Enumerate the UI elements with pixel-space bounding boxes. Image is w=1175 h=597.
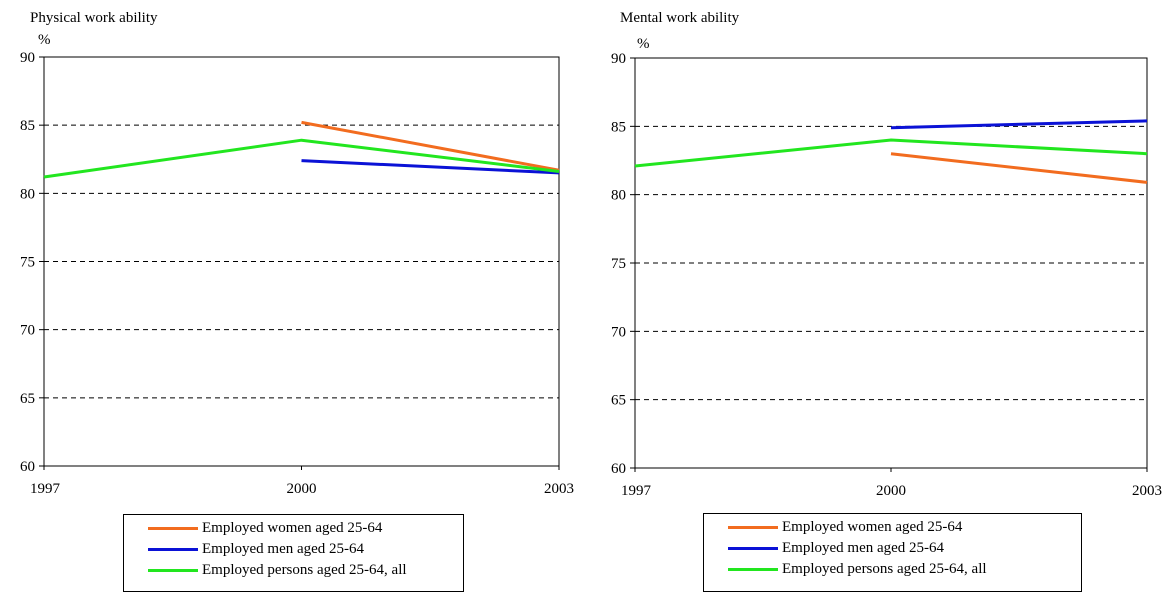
legend-item-all: Employed persons aged 25-64, all [728,559,1071,580]
plot-area [43,56,560,467]
legend-label-all: Employed persons aged 25-64, all [782,561,987,577]
legend-label-women: Employed women aged 25-64 [202,520,383,536]
y-tick-label: 90 [611,51,626,67]
legend-swatch-men [728,547,778,550]
x-tick-label: 2000 [287,481,317,497]
y-tick-label: 65 [20,391,35,407]
y-axis-label: % [637,36,650,52]
series-line-women [890,152,1148,184]
series-line-all [43,138,560,179]
x-tick-label: 1997 [621,483,652,499]
series-line-men [301,159,560,175]
legend-swatch-all [148,569,198,572]
legend-swatch-all [728,568,778,571]
chart-svg: Physical work ability % 60 65 70 75 80 85 90 19… [20,10,574,497]
legend-item-all: Employed persons aged 25-64, all [148,560,453,581]
legend-label-men: Employed men aged 25-64 [202,541,365,557]
legend-item-women: Employed women aged 25-64 [728,517,1071,538]
legend-swatch-men [148,548,198,551]
chart-title: Physical work ability [30,10,158,26]
x-tick-label: 2000 [876,483,906,499]
x-tick-label: 2003 [544,481,574,497]
series-line-women [301,120,560,172]
y-tick-label: 60 [611,461,626,477]
legend-item-men: Employed men aged 25-64 [728,538,1071,559]
y-tick-label: 90 [20,50,35,66]
y-tick-label: 60 [20,459,35,475]
y-tick-label: 70 [20,323,35,339]
y-tick-label: 85 [20,118,35,134]
chart-mental-work-ability: Mental work ability % 60 65 70 75 80 85 90 1997… [588,0,1168,592]
y-tick-label: 75 [20,255,35,271]
x-tick-label: 2003 [1132,483,1162,499]
x-tick-label: 1997 [30,481,61,497]
y-axis-label: % [38,32,51,48]
legend-swatch-women [728,526,778,529]
legend: Employed women aged 25-64 Employed men a… [123,514,464,592]
y-tick-label: 80 [611,188,626,204]
y-tick-label: 85 [611,119,626,135]
legend: Employed women aged 25-64 Employed men a… [703,513,1082,592]
legend-label-all: Employed persons aged 25-64, all [202,562,407,578]
y-tick-label: 75 [611,256,626,272]
chart-title: Mental work ability [620,10,740,26]
legend-label-women: Employed women aged 25-64 [782,519,963,535]
legend-label-men: Employed men aged 25-64 [782,540,945,556]
series-line-all [634,138,1148,168]
y-tick-label: 70 [611,324,626,340]
legend-swatch-women [148,527,198,530]
y-tick-label: 80 [20,186,35,202]
legend-item-women: Employed women aged 25-64 [148,518,453,539]
chart-svg: Mental work ability % 60 65 70 75 80 85 90 1997… [611,10,1162,499]
legend-item-men: Employed men aged 25-64 [148,539,453,560]
chart-physical-work-ability: Physical work ability % 60 65 70 75 80 85 90 19… [0,0,580,592]
series-line-men [890,119,1148,130]
y-tick-label: 65 [611,393,626,409]
